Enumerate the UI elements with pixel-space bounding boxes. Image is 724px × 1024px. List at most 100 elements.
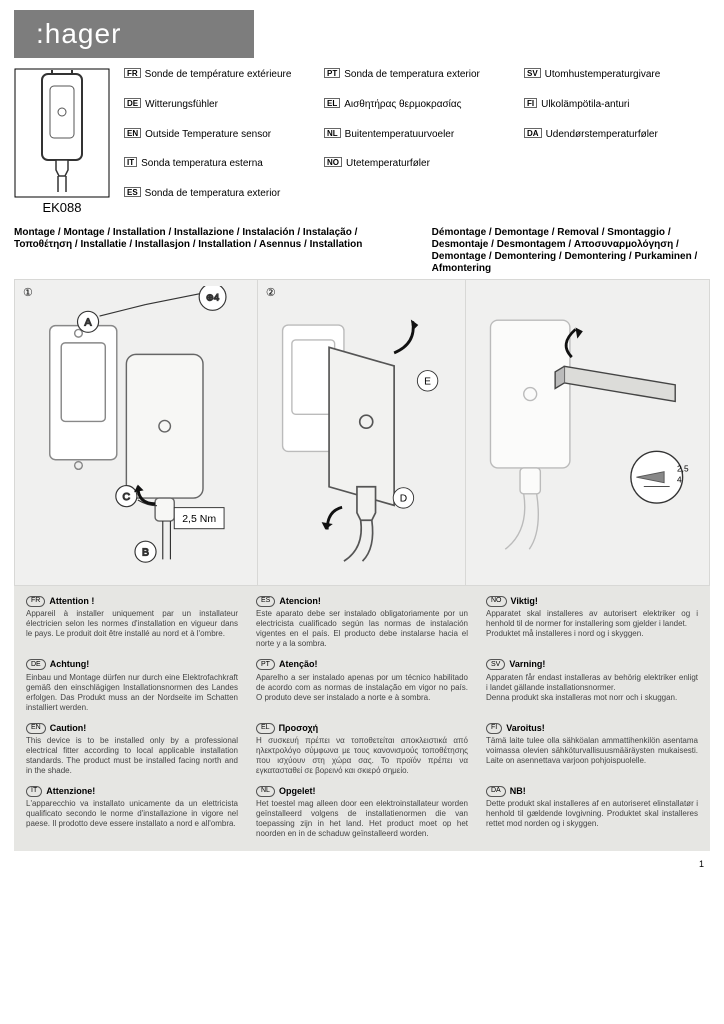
warning-block: EN Caution! This device is to be installed… xyxy=(26,723,238,776)
warning-title: Opgelet! xyxy=(279,786,316,797)
name-nl: Buitentemperatuurvoeler xyxy=(345,128,455,156)
warning-block: DE Achtung! Einbau und Montage dürfen nur … xyxy=(26,659,238,712)
name-fr: Sonde de température extérieure xyxy=(145,68,292,96)
product-drawing-icon xyxy=(14,68,110,198)
warning-title: Atencion! xyxy=(279,596,321,607)
name-da: Udendørstemperaturføler xyxy=(546,128,658,156)
name-pt: Sonda de temperatura exterior xyxy=(344,68,480,96)
name-no: Utetemperaturføler xyxy=(346,157,430,185)
warning-block: FR Attention ! Appareil à installer unique… xyxy=(26,596,238,649)
warning-title: Viktig! xyxy=(511,596,538,607)
svg-text:B: B xyxy=(142,547,149,559)
warning-text: Appareil à installer uniquement par un i… xyxy=(26,609,238,639)
lang-code-oval: PT xyxy=(256,659,275,670)
figure-2: ② E D xyxy=(258,280,466,585)
figure-1: ① A ⊕4 C 2,5 Nm xyxy=(15,280,258,585)
lang-item: NLBuitentemperatuurvoeler xyxy=(324,128,510,156)
figure-number-2: ② xyxy=(266,286,276,299)
lang-code-oval: DE xyxy=(26,659,46,670)
page-number: 1 xyxy=(14,859,710,869)
lang-code-oval: NL xyxy=(256,786,275,797)
install-step1-drawing: A ⊕4 C 2,5 Nm B xyxy=(21,286,251,576)
install-step2-drawing: E D xyxy=(264,286,459,576)
warning-title: Varning! xyxy=(509,659,545,670)
svg-text:A: A xyxy=(85,317,92,329)
removal-drawing: 2,5 4 xyxy=(472,286,703,576)
figures-row: ① A ⊕4 C 2,5 Nm xyxy=(14,279,710,586)
warning-block: PT Atenção! Aparelho a ser instalado apena… xyxy=(256,659,468,712)
warning-title: Varoitus! xyxy=(506,723,545,734)
remove-section-title: Démontage / Demontage / Removal / Smonta… xyxy=(432,227,710,275)
warning-title: Atenção! xyxy=(279,659,318,670)
lang-code-oval: FR xyxy=(26,596,45,607)
lang-code-oval: DA xyxy=(486,786,506,797)
svg-text:D: D xyxy=(400,494,407,505)
warning-title: Attenzione! xyxy=(46,786,95,797)
warning-text: This device is to be installed only by a… xyxy=(26,736,238,776)
lang-item: ITSonda temperatura esterna xyxy=(124,157,310,185)
svg-text:E: E xyxy=(424,377,431,388)
warning-block: NL Opgelet! Het toestel mag alleen door ee… xyxy=(256,786,468,839)
warning-text: Este aparato debe ser instalado obligato… xyxy=(256,609,468,649)
lang-item: ELΑισθητήρας θερµοκρασίας xyxy=(324,98,510,126)
lang-code-oval: NO xyxy=(486,596,507,607)
section-titles: Montage / Montage / Installation / Insta… xyxy=(14,227,710,275)
lang-item: PTSonda de temperatura exterior xyxy=(324,68,510,96)
name-es: Sonda de temperatura exterior xyxy=(145,187,281,215)
product-code: EK088 xyxy=(14,200,110,215)
warning-block: SV Varning! Apparaten får endast installer… xyxy=(486,659,698,712)
lang-item: FRSonde de température extérieure xyxy=(124,68,310,96)
warning-block: ES Atencion! Este aparato debe ser instala… xyxy=(256,596,468,649)
warning-title: Προσοχή xyxy=(279,723,319,734)
name-fi: Ulkolämpötila-anturi xyxy=(541,98,629,126)
warning-text: Tämä laite tulee olla sähköalan ammattih… xyxy=(486,736,698,766)
product-thumbnail: EK088 xyxy=(14,68,110,215)
top-row: EK088 FRSonde de température extérieure … xyxy=(14,68,710,215)
warning-text: Aparelho a ser instalado apenas por um t… xyxy=(256,673,468,703)
product-names-grid: FRSonde de température extérieure PTSond… xyxy=(124,68,710,215)
lang-item: ENOutside Temperature sensor xyxy=(124,128,310,156)
warning-text: Dette produkt skal installeres af en aut… xyxy=(486,799,698,829)
lang-item: FIUlkolämpötila-anturi xyxy=(524,98,710,126)
lang-item: DEWitterungsfühler xyxy=(124,98,310,126)
warning-block: NO Viktig! Apparatet skal installeres av a… xyxy=(486,596,698,649)
name-el: Αισθητήρας θερµοκρασίας xyxy=(344,98,461,126)
lang-code-oval: SV xyxy=(486,659,505,670)
warning-title: Achtung! xyxy=(50,659,90,670)
svg-text:⊕4: ⊕4 xyxy=(206,293,220,304)
warning-text: Η συσκευή πρέπει να τοποθετείται αποκλει… xyxy=(256,736,468,776)
lang-code-oval: FI xyxy=(486,723,502,734)
lang-code-oval: EN xyxy=(26,723,46,734)
lang-code-oval: ES xyxy=(256,596,275,607)
warning-title: Attention ! xyxy=(49,596,94,607)
warning-text: Apparatet skal installeres av autorisert… xyxy=(486,609,698,639)
figure-3-removal: 2,5 4 xyxy=(466,280,709,585)
warning-text: Het toestel mag alleen door een elektroi… xyxy=(256,799,468,839)
warnings-grid: FR Attention ! Appareil à installer unique… xyxy=(14,586,710,851)
warning-block: IT Attenzione! L'apparecchio va installato… xyxy=(26,786,238,839)
lang-code-oval: IT xyxy=(26,786,42,797)
lang-code-oval: EL xyxy=(256,723,275,734)
lang-item: SVUtomhustemperaturgivare xyxy=(524,68,710,96)
warning-text: L'apparecchio va installato unicamente d… xyxy=(26,799,238,829)
name-sv: Utomhustemperaturgivare xyxy=(545,68,661,96)
warning-block: DA NB! Dette produkt skal installeres af e… xyxy=(486,786,698,839)
lang-item: ESSonda de temperatura exterior xyxy=(124,187,310,215)
figure-number-1: ① xyxy=(23,286,33,299)
warning-block: EL Προσοχή Η συσκευή πρέπει να τοποθετείτα… xyxy=(256,723,468,776)
warning-text: Einbau und Montage dürfen nur durch eine… xyxy=(26,673,238,713)
install-section-title: Montage / Montage / Installation / Insta… xyxy=(14,227,418,275)
warning-title: Caution! xyxy=(50,723,87,734)
warning-text: Apparaten får endast installeras av behö… xyxy=(486,673,698,703)
svg-text:C: C xyxy=(123,491,131,503)
torque-label: 2,5 Nm xyxy=(182,513,216,525)
lang-item: NOUtetemperaturføler xyxy=(324,157,510,185)
brand-logo: :hager xyxy=(14,10,254,58)
svg-text:2,5: 2,5 xyxy=(677,464,689,474)
warning-block: FI Varoitus! Tämä laite tulee olla sähköal… xyxy=(486,723,698,776)
name-en: Outside Temperature sensor xyxy=(145,128,271,156)
svg-text:4: 4 xyxy=(677,475,682,485)
name-de: Witterungsfühler xyxy=(145,98,218,126)
warning-title: NB! xyxy=(510,786,526,797)
name-it: Sonda temperatura esterna xyxy=(141,157,263,185)
